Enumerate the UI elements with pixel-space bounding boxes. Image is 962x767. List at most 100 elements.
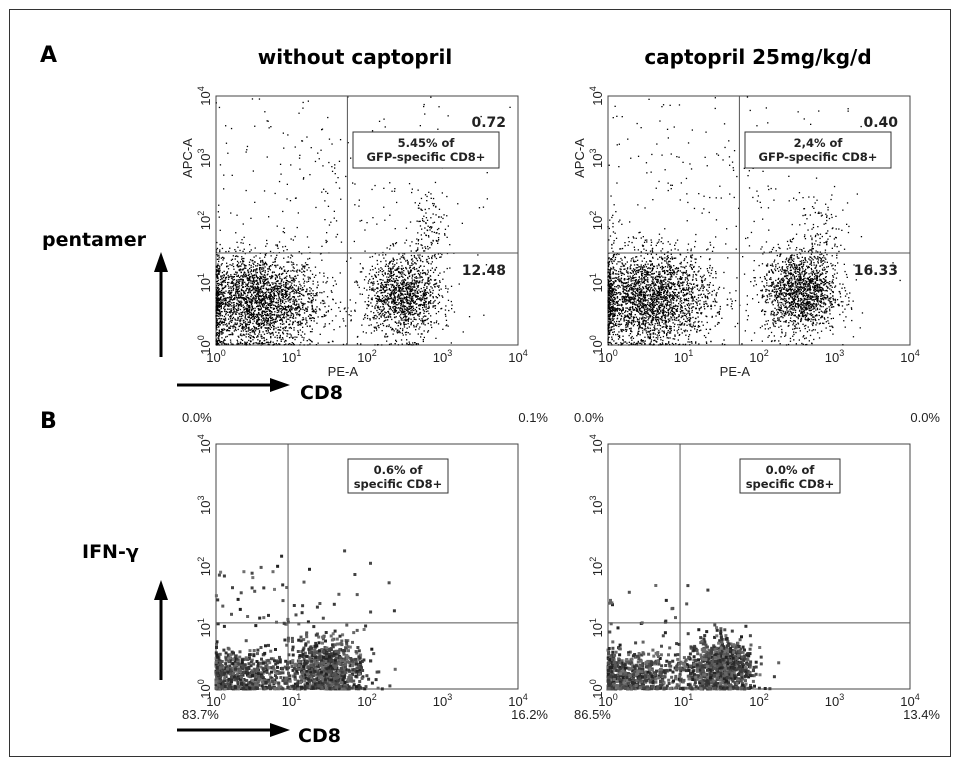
event-dot [251, 294, 253, 296]
event-dot [393, 316, 396, 318]
event-dot [248, 321, 250, 323]
event-dot [414, 312, 416, 315]
event-dot [246, 323, 248, 325]
event-dot [248, 289, 250, 291]
event-dot [438, 227, 440, 230]
event-dot [435, 337, 437, 339]
event-dot [322, 165, 324, 167]
event-dot [670, 304, 672, 306]
event-dot [428, 262, 430, 265]
event-dot [660, 303, 662, 305]
event-dot [404, 331, 407, 334]
event-dot [431, 326, 433, 329]
event-dot [635, 273, 638, 275]
event-dot [283, 344, 285, 346]
event-dot [377, 287, 379, 290]
event-dot [221, 333, 223, 335]
event-dot [426, 273, 429, 275]
event-dot [381, 297, 384, 300]
event-dot [266, 319, 268, 321]
event-dot [281, 309, 283, 312]
event-dot [263, 280, 266, 282]
event-dot [333, 329, 335, 331]
event-dot [218, 339, 220, 341]
event-dot [657, 338, 659, 340]
event-dot [306, 288, 308, 290]
event-dot [288, 293, 290, 295]
event-dot [287, 311, 290, 313]
event-dot [294, 308, 296, 310]
event-dot [222, 256, 224, 258]
event-dot [412, 260, 414, 262]
event-dot [229, 286, 231, 288]
event-dot [713, 289, 715, 292]
event-dot [254, 294, 256, 296]
event-dot [411, 277, 413, 279]
event-dot [250, 340, 252, 342]
event-dot [407, 261, 409, 263]
event-dot [243, 290, 245, 292]
event-dot [272, 299, 275, 301]
event-dot [260, 342, 262, 344]
event-dot [259, 324, 261, 326]
event-dot [448, 309, 450, 312]
event-dot [215, 325, 218, 328]
event-dot [237, 279, 239, 281]
event-dot [362, 318, 365, 320]
event-dot [374, 344, 376, 346]
event-dot [222, 301, 224, 303]
event-dot [310, 288, 312, 290]
event-dot [242, 242, 244, 244]
event-dot [384, 336, 386, 338]
event-dot [269, 303, 271, 305]
event-dot [216, 269, 218, 272]
event-dot [413, 285, 415, 287]
event-dot [221, 271, 224, 274]
event-dot [432, 305, 434, 307]
event-dot [313, 309, 315, 311]
event-dot [260, 272, 262, 274]
event-dot [258, 298, 260, 300]
event-dot [421, 333, 423, 335]
event-dot [391, 327, 393, 330]
event-dot [654, 293, 656, 295]
event-dot [373, 318, 375, 320]
event-dot [230, 294, 232, 296]
event-dot [372, 284, 374, 286]
event-dot [614, 324, 617, 326]
event-dot [234, 311, 236, 313]
event-dot [256, 302, 258, 304]
event-dot [392, 257, 394, 259]
event-dot [227, 276, 230, 278]
event-dot [689, 314, 691, 317]
event-dot [440, 308, 442, 310]
event-dot [383, 307, 385, 309]
event-dot [394, 298, 396, 300]
event-dot [261, 280, 264, 282]
event-dot [262, 287, 264, 289]
event-dot [295, 298, 297, 300]
event-dot [302, 339, 305, 341]
event-dot [433, 254, 436, 257]
event-dot [263, 319, 265, 321]
event-dot [330, 221, 332, 223]
event-dot [625, 307, 627, 309]
event-dot [301, 289, 303, 291]
event-dot [246, 294, 249, 296]
event-dot [293, 329, 295, 331]
event-dot [408, 341, 410, 343]
event-dot [284, 296, 286, 298]
event-dot [248, 306, 250, 308]
event-dot [215, 297, 217, 299]
event-dot [234, 298, 236, 300]
event-dot [274, 343, 276, 345]
event-dot [643, 277, 645, 280]
event-dot [243, 321, 245, 323]
event-dot [325, 239, 327, 242]
event-dot [271, 322, 273, 325]
event-dot [430, 286, 432, 288]
event-dot [258, 292, 260, 294]
event-dot [290, 261, 293, 263]
event-dot [280, 300, 282, 302]
event-dot [327, 310, 329, 312]
